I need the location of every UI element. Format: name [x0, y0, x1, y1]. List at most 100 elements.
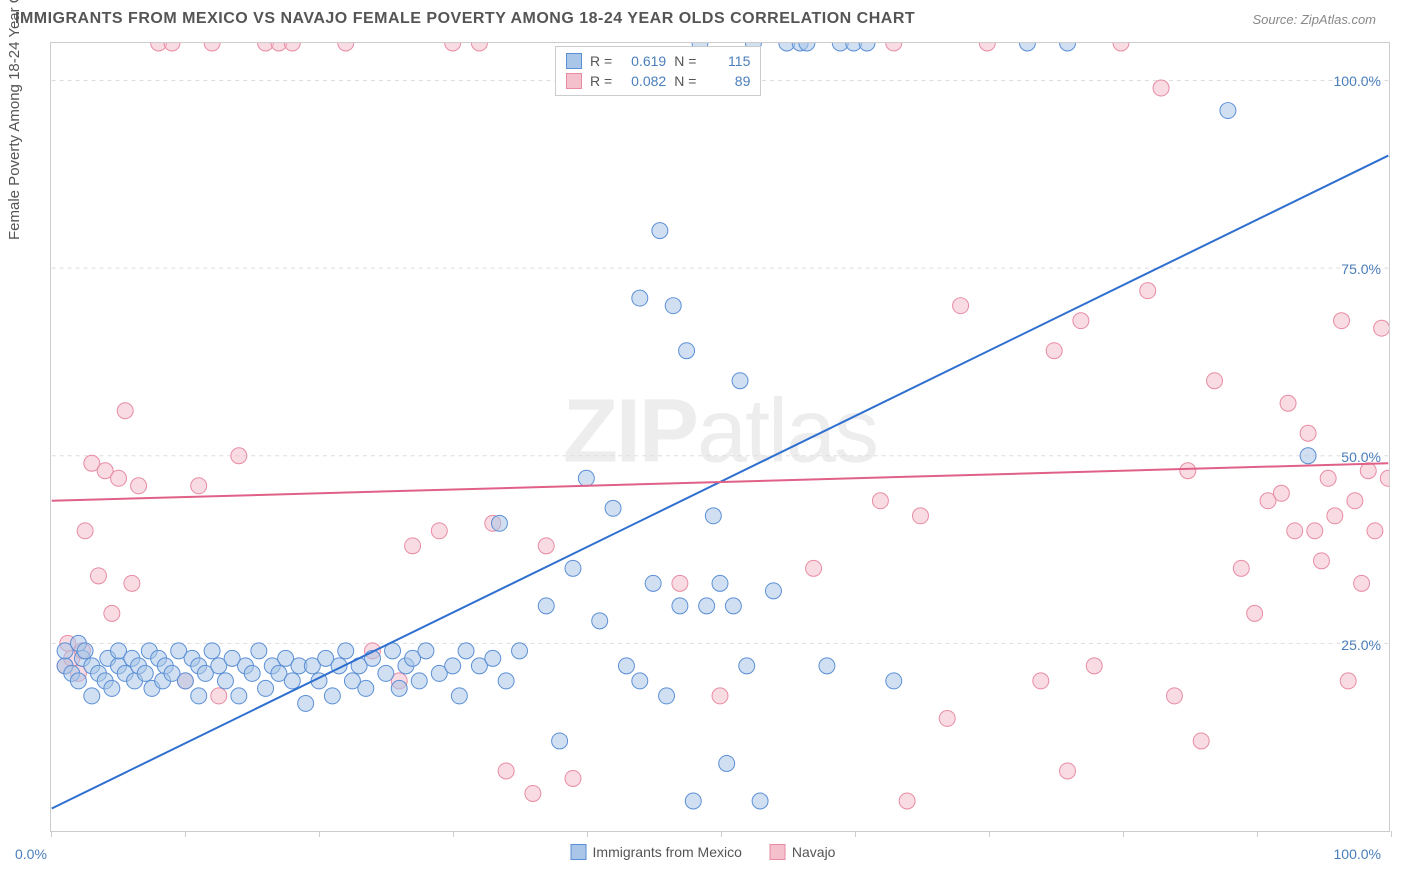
- data-point-navajo: [164, 43, 180, 51]
- data-point-mexico: [378, 665, 394, 681]
- data-point-navajo: [77, 523, 93, 539]
- data-point-navajo: [525, 785, 541, 801]
- data-point-navajo: [1300, 425, 1316, 441]
- data-point-navajo: [565, 770, 581, 786]
- data-point-mexico: [765, 583, 781, 599]
- data-point-mexico: [338, 643, 354, 659]
- stats-row-mexico: R = 0.619 N = 115: [566, 51, 750, 71]
- data-point-navajo: [806, 560, 822, 576]
- data-point-mexico: [498, 673, 514, 689]
- swatch-navajo-icon: [566, 73, 582, 89]
- data-point-mexico: [886, 673, 902, 689]
- data-point-mexico: [284, 673, 300, 689]
- x-tick: [587, 831, 588, 837]
- data-point-navajo: [1280, 395, 1296, 411]
- x-tick: [1391, 831, 1392, 837]
- data-point-navajo: [979, 43, 995, 51]
- data-point-mexico: [659, 688, 675, 704]
- data-point-navajo: [872, 493, 888, 509]
- data-point-mexico: [411, 673, 427, 689]
- data-point-mexico: [665, 298, 681, 314]
- y-tick-label: 25.0%: [1341, 637, 1381, 653]
- data-point-navajo: [1207, 373, 1223, 389]
- data-point-mexico: [752, 793, 768, 809]
- data-point-navajo: [117, 403, 133, 419]
- swatch-navajo-icon: [770, 844, 786, 860]
- data-point-navajo: [1287, 523, 1303, 539]
- x-tick: [1257, 831, 1258, 837]
- data-point-mexico: [1019, 43, 1035, 51]
- data-point-navajo: [1113, 43, 1129, 51]
- data-point-mexico: [632, 673, 648, 689]
- x-tick: [319, 831, 320, 837]
- data-point-navajo: [712, 688, 728, 704]
- bottom-legend: Immigrants from Mexico Navajo: [571, 844, 836, 860]
- data-point-mexico: [632, 290, 648, 306]
- data-point-navajo: [886, 43, 902, 51]
- data-point-mexico: [685, 793, 701, 809]
- x-tick: [721, 831, 722, 837]
- data-point-mexico: [70, 673, 86, 689]
- y-tick-label: 100.0%: [1334, 73, 1381, 89]
- stats-n-label: N =: [674, 53, 696, 69]
- data-point-mexico: [418, 643, 434, 659]
- stats-r-value: 0.619: [620, 53, 666, 69]
- regression-line-navajo: [52, 463, 1389, 501]
- data-point-mexico: [77, 643, 93, 659]
- x-tick: [185, 831, 186, 837]
- stats-n-value: 89: [704, 73, 750, 89]
- stats-r-value: 0.082: [620, 73, 666, 89]
- data-point-mexico: [258, 680, 274, 696]
- data-point-mexico: [217, 673, 233, 689]
- y-tick-label: 75.0%: [1341, 261, 1381, 277]
- data-point-navajo: [1354, 575, 1370, 591]
- data-point-navajo: [1320, 470, 1336, 486]
- data-point-mexico: [565, 560, 581, 576]
- data-point-navajo: [538, 538, 554, 554]
- data-point-navajo: [498, 763, 514, 779]
- data-point-navajo: [1193, 733, 1209, 749]
- data-point-mexico: [1300, 448, 1316, 464]
- data-point-navajo: [913, 508, 929, 524]
- stats-r-label: R =: [590, 53, 612, 69]
- data-point-mexico: [458, 643, 474, 659]
- data-point-navajo: [1233, 560, 1249, 576]
- data-point-mexico: [391, 680, 407, 696]
- data-point-mexico: [652, 223, 668, 239]
- data-point-navajo: [1086, 658, 1102, 674]
- legend-label: Navajo: [792, 844, 836, 860]
- data-point-mexico: [605, 500, 621, 516]
- data-point-mexico: [732, 373, 748, 389]
- data-point-mexico: [859, 43, 875, 51]
- x-tick: [453, 831, 454, 837]
- data-point-navajo: [1140, 283, 1156, 299]
- data-point-navajo: [1180, 463, 1196, 479]
- data-point-navajo: [1153, 80, 1169, 96]
- y-axis-label: Female Poverty Among 18-24 Year Olds: [6, 0, 23, 240]
- data-point-navajo: [131, 478, 147, 494]
- x-axis-min-label: 0.0%: [15, 846, 47, 862]
- data-point-navajo: [405, 538, 421, 554]
- data-point-navajo: [231, 448, 247, 464]
- data-point-navajo: [211, 688, 227, 704]
- data-point-mexico: [251, 643, 267, 659]
- data-point-navajo: [1367, 523, 1383, 539]
- y-tick-label: 50.0%: [1341, 449, 1381, 465]
- data-point-navajo: [1340, 673, 1356, 689]
- data-point-mexico: [445, 658, 461, 674]
- data-point-mexico: [739, 658, 755, 674]
- data-point-mexico: [231, 688, 247, 704]
- data-point-mexico: [512, 643, 528, 659]
- data-point-mexico: [191, 688, 207, 704]
- data-point-mexico: [552, 733, 568, 749]
- data-point-mexico: [538, 598, 554, 614]
- data-point-navajo: [204, 43, 220, 51]
- data-point-navajo: [1273, 485, 1289, 501]
- data-point-mexico: [485, 650, 501, 666]
- x-tick: [1123, 831, 1124, 837]
- data-point-navajo: [899, 793, 915, 809]
- stats-legend-box: R = 0.619 N = 115 R = 0.082 N = 89: [555, 46, 761, 96]
- source-attribution: Source: ZipAtlas.com: [1252, 12, 1376, 27]
- data-point-navajo: [90, 568, 106, 584]
- chart-title: IMMIGRANTS FROM MEXICO VS NAVAJO FEMALE …: [15, 10, 915, 28]
